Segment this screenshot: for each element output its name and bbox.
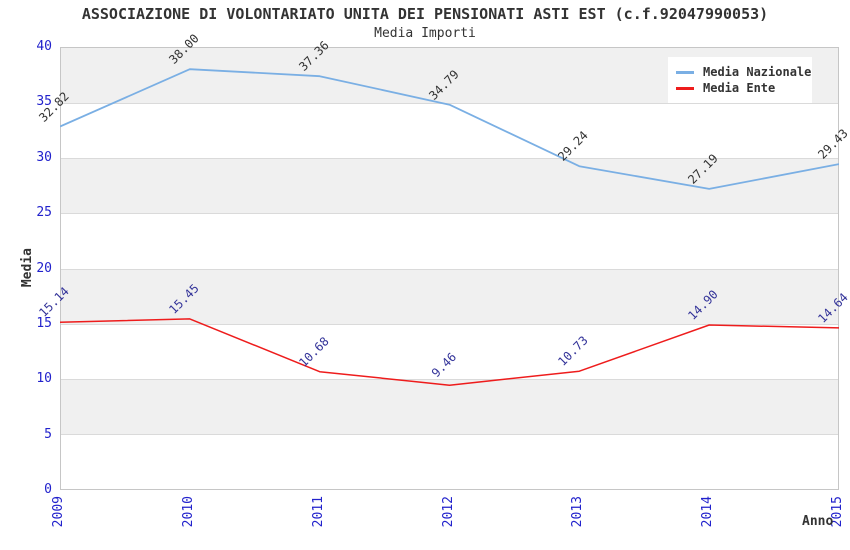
- x-axis-title: Anno: [802, 514, 834, 529]
- plot-band: [61, 213, 838, 269]
- chart-subtitle: Media Importi: [374, 26, 476, 41]
- gridline: [61, 268, 838, 270]
- y-axis-title: Media: [20, 248, 35, 288]
- legend-label-media-nazionale: Media Nazionale: [703, 65, 812, 79]
- y-tick-label: 20: [36, 260, 52, 276]
- y-tick-label: 0: [44, 482, 52, 497]
- plot-area: [60, 47, 839, 490]
- legend-swatch-media-ente-icon: [676, 86, 694, 90]
- y-tick-label: 25: [36, 205, 52, 221]
- legend-swatch-media-nazionale-icon: [676, 70, 694, 74]
- gridline: [61, 158, 838, 160]
- y-tick-label: 15: [36, 315, 52, 331]
- x-tick-label: 2010: [180, 496, 196, 528]
- y-tick-label: 30: [36, 149, 52, 165]
- plot-band: [61, 158, 838, 214]
- chart-title: ASSOCIAZIONE DI VOLONTARIATO UNITA DEI P…: [81, 5, 769, 23]
- legend-item-media-nazionale: Media Nazionale: [676, 64, 812, 80]
- x-tick-label: 2011: [310, 496, 326, 528]
- plot-band: [61, 378, 838, 434]
- x-tick-label: 2014: [700, 496, 716, 528]
- y-tick-label: 35: [36, 94, 52, 110]
- legend-item-media-ente: Media Ente: [676, 80, 812, 96]
- gridline: [61, 378, 838, 380]
- gridline: [61, 213, 838, 215]
- legend: Media Nazionale Media Ente: [668, 57, 812, 103]
- y-tick-label: 10: [36, 371, 52, 387]
- x-tick-label: 2012: [440, 496, 456, 528]
- legend-label-media-ente: Media Ente: [703, 81, 776, 95]
- y-tick-label: 5: [44, 426, 52, 442]
- gridline: [61, 433, 838, 435]
- x-tick-label: 2013: [570, 496, 586, 528]
- plot-band: [61, 433, 838, 489]
- gridline: [61, 323, 838, 325]
- x-tick-label: 2009: [51, 496, 66, 528]
- gridline: [61, 103, 838, 105]
- plot-band: [61, 268, 838, 324]
- plot-band: [61, 103, 838, 159]
- y-tick-label: 40: [36, 39, 52, 54]
